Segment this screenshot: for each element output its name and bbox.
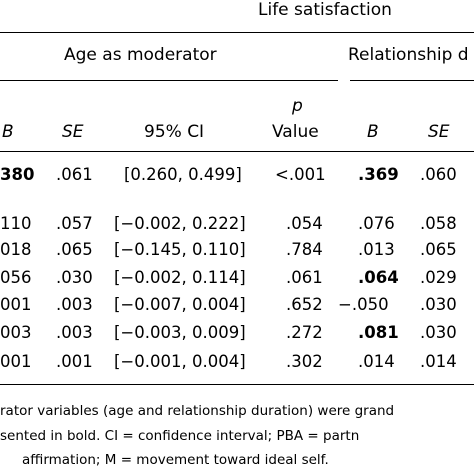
row2-b: 018 xyxy=(0,240,32,259)
row0-b2: .369 xyxy=(358,165,399,184)
table-bottom-rule xyxy=(0,384,474,385)
row1-p: .054 xyxy=(286,214,323,233)
life-satisfaction-rule xyxy=(0,32,474,33)
note-line-2: sented in bold. CI = confidence interval… xyxy=(0,428,360,444)
row3-b2: .064 xyxy=(358,268,399,287)
row2-b2: .013 xyxy=(358,240,395,259)
note-line-1: rator variables (age and relationship du… xyxy=(0,403,395,419)
col-se2: SE xyxy=(428,122,450,142)
row1-se2: .058 xyxy=(420,214,457,233)
row3-se: .030 xyxy=(56,268,93,287)
row3-b: 056 xyxy=(0,268,32,287)
row5-b: 003 xyxy=(0,323,32,342)
relationship-moderator-header: Relationship d xyxy=(348,45,469,65)
row4-b: 001 xyxy=(0,295,32,314)
row4-ci: [−0.007, 0.004] xyxy=(114,295,246,314)
row5-se: .003 xyxy=(56,323,93,342)
col-ci: 95% CI xyxy=(144,122,205,142)
note-line-3: affirmation; M = movement toward ideal s… xyxy=(22,452,329,468)
relationship-moderator-rule xyxy=(350,80,474,81)
row4-b2: −.050 xyxy=(338,295,389,314)
row0-b: 380 xyxy=(0,165,35,184)
row4-p: .652 xyxy=(286,295,323,314)
col-b: B xyxy=(2,122,14,142)
row0-se2: .060 xyxy=(420,165,457,184)
row3-p: .061 xyxy=(286,268,323,287)
row1-b: 110 xyxy=(0,214,32,233)
row2-ci: [−0.145, 0.110] xyxy=(114,240,246,259)
row0-ci: [0.260, 0.499] xyxy=(124,165,242,184)
col-p-italic: p xyxy=(292,96,303,116)
row6-b2: .014 xyxy=(358,352,395,371)
col-se: SE xyxy=(62,122,84,142)
row5-se2: .030 xyxy=(420,323,457,342)
row0-p: <.001 xyxy=(275,165,326,184)
col-b2: B xyxy=(367,122,379,142)
row6-p: .302 xyxy=(286,352,323,371)
row6-se: .001 xyxy=(56,352,93,371)
row1-b2: .076 xyxy=(358,214,395,233)
age-moderator-header: Age as moderator xyxy=(64,45,217,65)
row4-se: .003 xyxy=(56,295,93,314)
row1-se: .057 xyxy=(56,214,93,233)
life-satisfaction-header: Life satisfaction xyxy=(258,0,392,20)
row4-se2: .030 xyxy=(420,295,457,314)
row6-se2: .014 xyxy=(420,352,457,371)
row3-ci: [−0.002, 0.114] xyxy=(114,268,246,287)
row5-b2: .081 xyxy=(358,323,399,342)
row2-se2: .065 xyxy=(420,240,457,259)
row5-p: .272 xyxy=(286,323,323,342)
row6-ci: [−0.001, 0.004] xyxy=(114,352,246,371)
row6-b: 001 xyxy=(0,352,32,371)
row2-p: .784 xyxy=(286,240,323,259)
row0-se: .061 xyxy=(56,165,93,184)
column-header-rule xyxy=(0,151,474,152)
row1-ci: [−0.002, 0.222] xyxy=(114,214,246,233)
row3-se2: .029 xyxy=(420,268,457,287)
col-p-value: Value xyxy=(272,122,319,142)
row2-se: .065 xyxy=(56,240,93,259)
row5-ci: [−0.003, 0.009] xyxy=(114,323,246,342)
age-moderator-rule xyxy=(0,80,338,81)
